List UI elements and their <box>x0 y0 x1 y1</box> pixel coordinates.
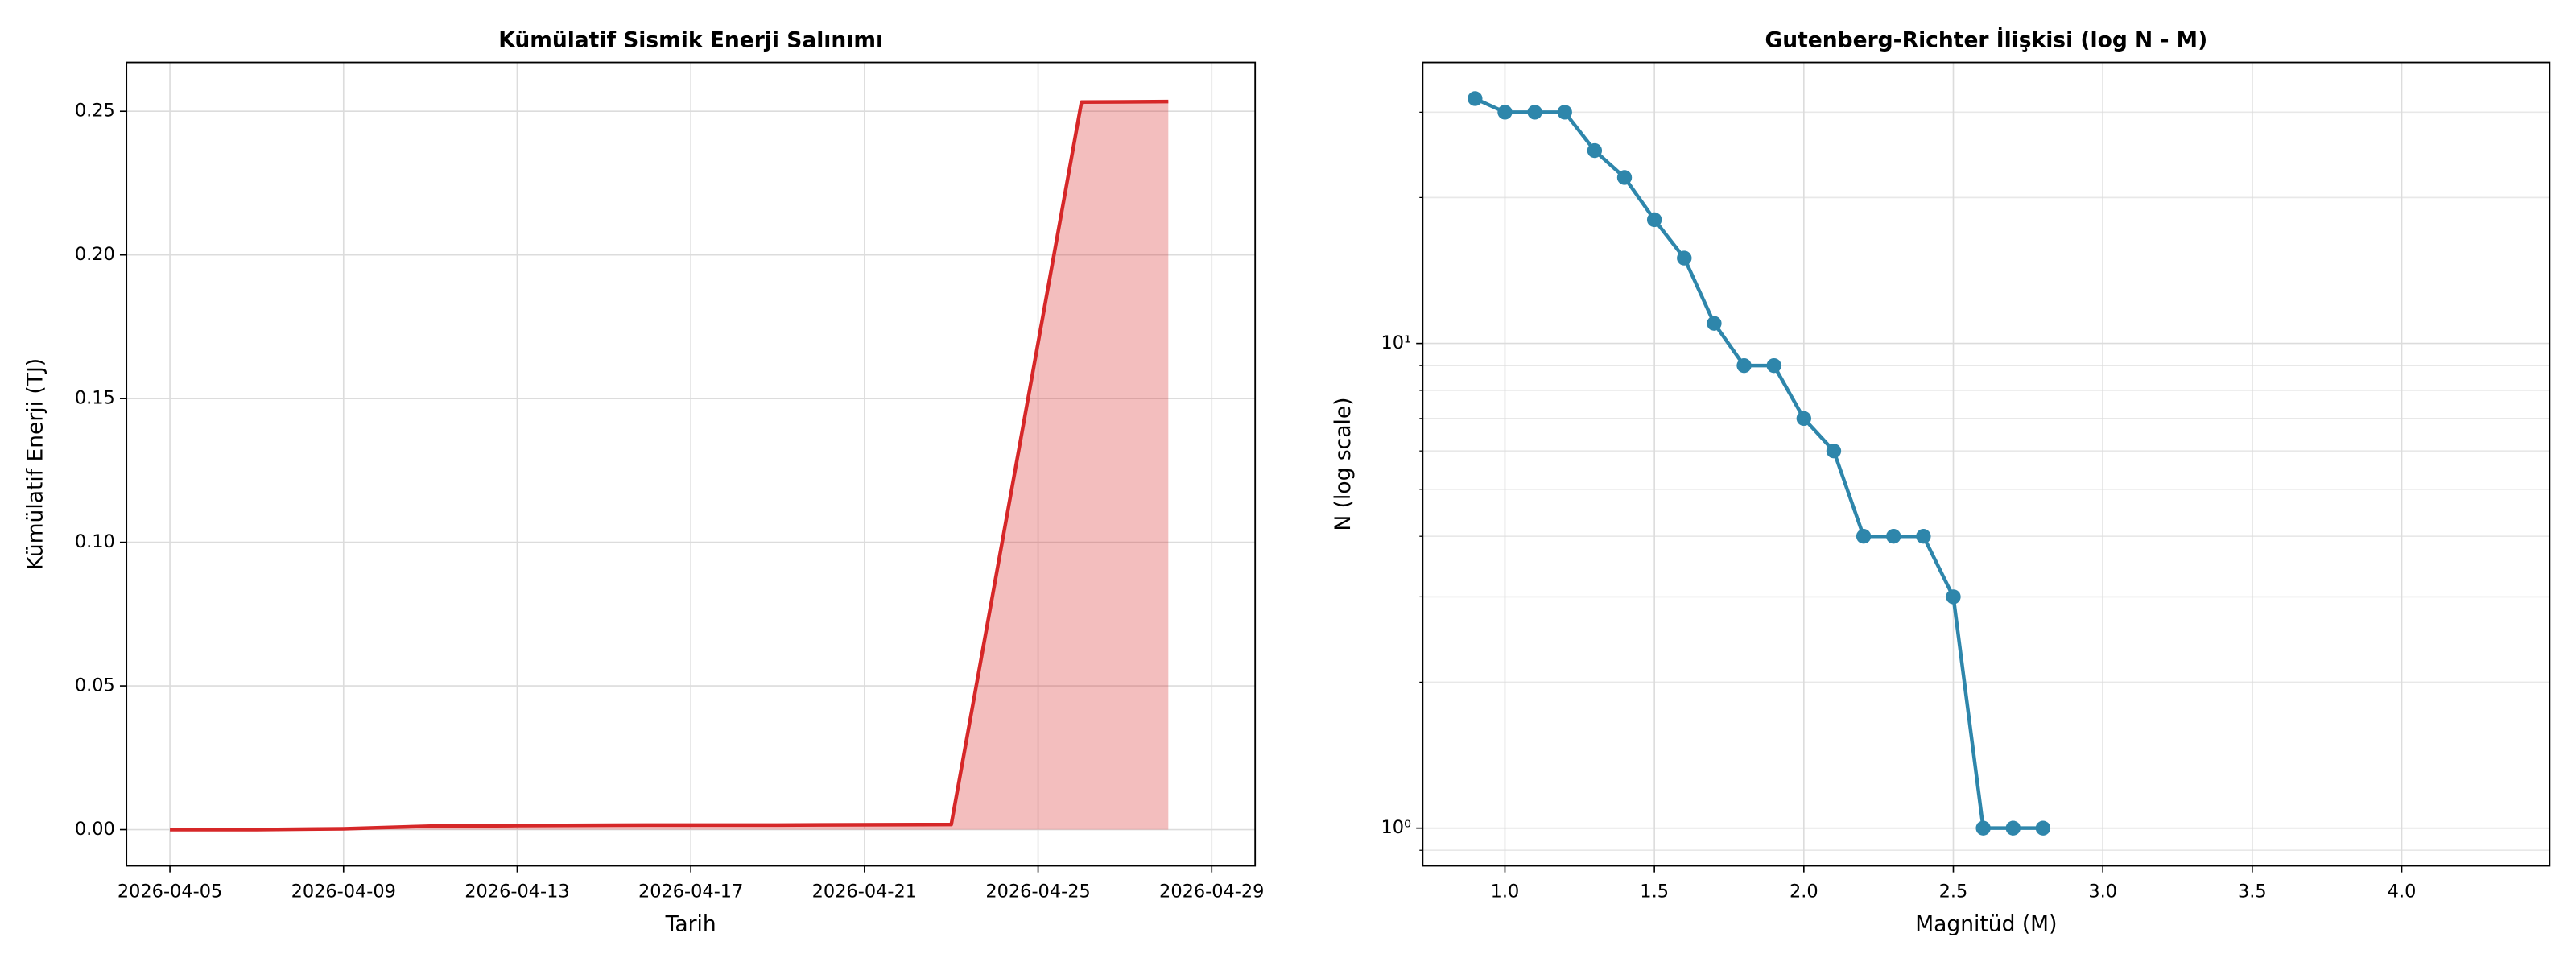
point <box>1557 105 1572 120</box>
x-tick-label: 2.0 <box>1790 881 1818 902</box>
line <box>1474 97 2043 830</box>
y-tick-label: 0.25 <box>75 101 115 122</box>
y-axis-label: N (log scale) <box>1331 397 1356 530</box>
x-tick-label: 3.0 <box>2088 881 2117 902</box>
x-tick-label: 2.5 <box>1939 881 1968 902</box>
point <box>1646 212 1662 228</box>
x-tick-label: 1.0 <box>1491 881 1520 902</box>
point <box>1587 142 1603 159</box>
point <box>1826 443 1842 459</box>
axes-frame <box>126 61 1257 867</box>
chart-title: Gutenberg-Richter İlişkisi (log N - M) <box>1765 27 2207 53</box>
x-tick-label: 1.5 <box>1640 881 1669 902</box>
y-tick-label: 0.10 <box>75 531 115 552</box>
x-tick-label: 3.5 <box>2238 881 2267 902</box>
point <box>1677 250 1692 266</box>
point <box>1707 316 1722 331</box>
x-axis-label: Magnitüd (M) <box>1915 911 2057 936</box>
point <box>1916 529 1931 544</box>
x-axis-label: Tarih <box>665 911 716 936</box>
y-tick-label: 10⁰ <box>1381 817 1412 838</box>
point <box>1796 411 1812 427</box>
x-tick-label: 2026-04-25 <box>985 881 1090 902</box>
y-tick-label: 0.20 <box>75 244 115 265</box>
point <box>1975 820 1991 836</box>
line <box>170 99 1169 832</box>
x-tick-label: 2026-04-17 <box>638 881 743 902</box>
point <box>1946 589 1961 605</box>
point <box>1886 529 1901 544</box>
y-tick-label: 0.05 <box>75 675 115 696</box>
y-axis-label: Kümülatif Enerji (TJ) <box>23 358 47 570</box>
y-tick-label: 10¹ <box>1381 332 1412 353</box>
point <box>2005 820 2021 836</box>
point <box>1468 91 1483 106</box>
y-tick-label: 0.15 <box>75 388 115 409</box>
x-tick-label: 4.0 <box>2388 881 2417 902</box>
point <box>1766 357 1781 374</box>
x-tick-label: 2026-04-29 <box>1159 881 1264 902</box>
point <box>1616 170 1633 185</box>
point <box>1856 529 1872 544</box>
chart-title: Kümülatif Sismik Enerji Salınımı <box>498 28 883 53</box>
x-tick-label: 2026-04-09 <box>291 881 396 902</box>
point <box>1527 105 1542 120</box>
point <box>1736 357 1752 374</box>
x-tick-label: 2026-04-05 <box>118 881 222 902</box>
y-tick-label: 0.00 <box>75 819 115 840</box>
x-tick-label: 2026-04-13 <box>464 881 569 902</box>
point <box>1497 105 1513 120</box>
point <box>2035 820 2051 836</box>
x-tick-label: 2026-04-21 <box>812 881 917 902</box>
axes-frame <box>1422 61 2551 867</box>
